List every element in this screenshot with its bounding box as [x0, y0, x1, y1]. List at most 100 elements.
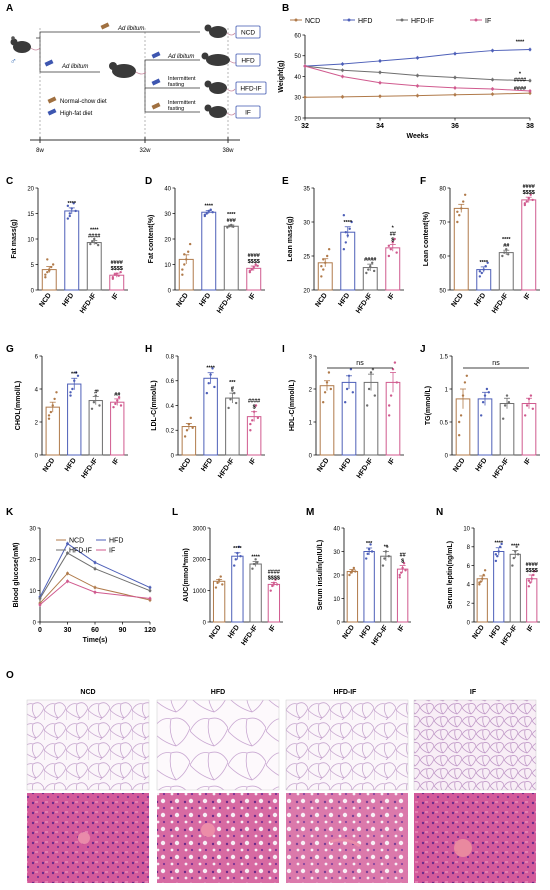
- y-axis-label: Lean content(%): [423, 212, 430, 266]
- panel-o-histology: O NCD HFD HFD-IF IF: [6, 670, 537, 883]
- data-point: [254, 558, 257, 561]
- data-point: [387, 254, 391, 258]
- x-tick-label: IF: [111, 292, 121, 302]
- data-point: [183, 435, 187, 438]
- x-tick-label: HFD: [200, 457, 214, 473]
- x-tick-label: HFD: [64, 457, 78, 473]
- x-tick-label: IF: [523, 457, 533, 467]
- data-point: [383, 557, 386, 560]
- bar-hfd: [201, 211, 217, 291]
- bar-if: [526, 578, 538, 623]
- ns-label: ns: [492, 360, 500, 367]
- group-box-if: IF: [235, 105, 261, 119]
- panel-label-o: O: [6, 670, 14, 681]
- data-point: [505, 248, 508, 251]
- data-point: [256, 416, 260, 420]
- data-point: [230, 223, 233, 227]
- data-point: [389, 248, 392, 251]
- data-point: [483, 569, 487, 572]
- data-point: [365, 557, 368, 560]
- legend-label: HFD: [109, 538, 123, 545]
- data-point: [93, 237, 96, 241]
- fasting-label: fasting: [168, 82, 184, 88]
- data-point: [114, 402, 117, 406]
- data-point: [384, 550, 388, 553]
- central-vein-if: [454, 839, 472, 857]
- x-tick-label: HFD-IF: [492, 457, 511, 480]
- y-tick-label: 2000: [193, 558, 207, 564]
- data-point: [183, 253, 186, 256]
- panel-j: J 0 0.5 1 1.5 TG(mmol/L) NCD HFD HFD-IF IF ns: [420, 344, 540, 480]
- data-point: [485, 387, 489, 391]
- bar-if: [385, 381, 401, 456]
- data-point: [232, 225, 235, 228]
- central-vein-hfd: [201, 823, 215, 837]
- y-tick-label: 0: [33, 620, 37, 626]
- significance-label: ****: [516, 39, 525, 45]
- data-point: [226, 226, 229, 229]
- x-tick-label: HFD-IF: [240, 624, 259, 647]
- panel-h: H 0 0.2 0.4 0.6 0.8 LDL-C(mmol/L) NCD HFD **** HFD…: [145, 344, 265, 480]
- x-tick-label: HFD: [475, 457, 489, 473]
- data-point: [221, 583, 224, 586]
- y-tick-label: 0.5: [440, 420, 449, 426]
- bar-hfd-if: [86, 242, 102, 291]
- y-tick-label: 20: [294, 116, 301, 122]
- y-axis-label: CHOL(mmol/L): [15, 381, 22, 430]
- data-point: [248, 269, 252, 273]
- series-line-ncd: [39, 572, 151, 604]
- panel-label: N: [436, 507, 443, 518]
- significance-label: ##: [503, 243, 509, 249]
- y-axis-label: Weight(g): [278, 60, 285, 92]
- data-point: [527, 397, 531, 401]
- significance-label: ###: [227, 218, 236, 224]
- group-box-ncd: NCD: [235, 25, 261, 39]
- x-tick-label: IF: [248, 457, 258, 467]
- mouse-icon: [109, 62, 147, 78]
- y-tick-label: 0.8: [166, 354, 175, 360]
- y-tick-label: 0: [467, 620, 471, 626]
- y-axis-label: LDL-C(mmol/L): [151, 380, 158, 431]
- bar-hfd: [493, 551, 505, 623]
- y-tick-label: 50: [294, 54, 301, 60]
- data-point: [369, 371, 373, 374]
- data-point: [69, 394, 72, 397]
- data-point: [274, 578, 277, 581]
- data-point: [367, 387, 371, 391]
- significance-label: ####: [514, 78, 526, 84]
- liver-image-hfd-if: [286, 793, 408, 883]
- data-point: [344, 241, 347, 244]
- data-point: [327, 371, 331, 374]
- y-tick-label: 0: [445, 453, 449, 459]
- data-point: [269, 589, 272, 592]
- data-point: [188, 242, 192, 246]
- data-point: [478, 583, 481, 586]
- data-point: [117, 274, 120, 277]
- data-point: [531, 198, 534, 202]
- significance-label: ####: [111, 260, 123, 266]
- data-point: [372, 269, 376, 273]
- significance-label: ****: [204, 204, 213, 210]
- data-point: [323, 391, 327, 394]
- mouse-icon: [204, 24, 236, 38]
- y-tick-label: 3000: [193, 526, 207, 532]
- data-point: [457, 420, 461, 424]
- y-tick-label: 60: [439, 254, 446, 260]
- data-point: [345, 387, 349, 391]
- panel-label-a: A: [6, 3, 13, 14]
- data-point: [398, 576, 401, 579]
- bar-hfd-if: [363, 381, 379, 456]
- x-tick-label: HFD-IF: [371, 624, 390, 647]
- data-point: [483, 394, 487, 397]
- data-point: [46, 258, 49, 261]
- y-tick-label: 0: [203, 620, 207, 626]
- data-point: [478, 581, 481, 584]
- data-point: [401, 566, 404, 570]
- significance-label: ****: [343, 220, 352, 226]
- significance-label: ####: [526, 562, 538, 568]
- y-axis-label: AUC(mmol*min): [183, 548, 190, 602]
- significance-label: ##: [114, 392, 120, 398]
- x-tick-label: IF: [112, 457, 122, 467]
- data-point: [531, 407, 535, 410]
